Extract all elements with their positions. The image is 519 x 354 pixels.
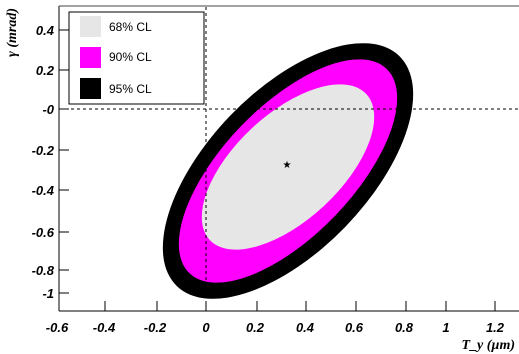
x-tick-labels: -0.6 -0.4 -0.2 0 0.2 0.4 0.6 0.8 1 1.2 bbox=[46, 320, 505, 335]
y-tick-label: -0.2 bbox=[32, 143, 55, 158]
x-tick-label: 1 bbox=[442, 320, 449, 335]
legend-swatch-95cl bbox=[80, 78, 101, 99]
legend-label-90cl: 90% CL bbox=[109, 50, 152, 64]
x-tick-label: 0.6 bbox=[345, 320, 364, 335]
x-tick-label: 0.4 bbox=[296, 320, 315, 335]
x-tick-label: -0.6 bbox=[46, 320, 69, 335]
x-tick-label: 0.2 bbox=[246, 320, 265, 335]
y-tick-label: -0.6 bbox=[32, 225, 55, 240]
x-tick-label: 0.8 bbox=[395, 320, 414, 335]
x-tick-label: -0.4 bbox=[93, 320, 116, 335]
legend-swatch-90cl bbox=[80, 47, 101, 68]
legend-label-95cl: 95% CL bbox=[109, 82, 152, 96]
legend: 68% CL 90% CL 95% CL bbox=[68, 11, 205, 105]
legend-label-68cl: 68% CL bbox=[109, 20, 152, 34]
y-tick-label: 0.2 bbox=[36, 63, 55, 78]
y-axis-title: γ (mrad) bbox=[5, 8, 20, 57]
x-tick-label: 1.2 bbox=[486, 320, 505, 335]
y-tick-label: -0.4 bbox=[32, 183, 55, 198]
x-ticks bbox=[58, 301, 496, 311]
y-tick-label: -0.8 bbox=[32, 263, 55, 278]
y-tick-label: 0.4 bbox=[36, 23, 55, 38]
y-ticks bbox=[59, 29, 69, 294]
x-tick-label: 0 bbox=[202, 320, 210, 335]
contour-regions bbox=[162, 43, 414, 299]
best-fit-marker: ★ bbox=[283, 160, 292, 171]
y-tick-labels: -1 -0.8 -0.6 -0.4 -0.2 -0 0.2 0.4 bbox=[32, 23, 55, 301]
region-68cl bbox=[201, 84, 375, 250]
x-tick-label: -0.2 bbox=[144, 320, 167, 335]
x-axis-title: T_y (µm) bbox=[461, 338, 515, 353]
axes bbox=[58, 5, 519, 312]
legend-swatch-68cl bbox=[80, 16, 101, 37]
y-tick-label: -1 bbox=[42, 286, 54, 301]
y-tick-label: -0 bbox=[42, 102, 54, 117]
